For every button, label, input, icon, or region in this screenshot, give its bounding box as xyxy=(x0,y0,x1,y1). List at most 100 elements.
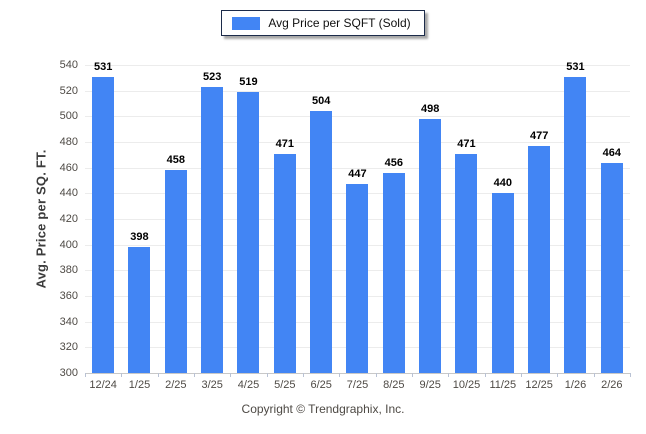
x-tick-label: 5/25 xyxy=(274,379,296,391)
x-axis-tickmark xyxy=(593,373,595,377)
bar-column: 440 11/25 xyxy=(485,65,521,391)
x-tick-label: 3/25 xyxy=(201,379,223,391)
x-axis-tickmark xyxy=(121,373,123,377)
bar-value-label: 458 xyxy=(166,154,185,167)
y-tick-label: 500 xyxy=(59,110,78,123)
bar-column: 471 10/25 xyxy=(448,65,484,391)
bar-value-label: 471 xyxy=(275,137,294,150)
x-axis-tickmark xyxy=(303,373,304,377)
legend-label: Avg Price per SQFT (Sold) xyxy=(268,16,411,30)
y-tick-label: 460 xyxy=(59,161,78,174)
x-tick-label: 1/26 xyxy=(564,379,587,391)
gridline xyxy=(85,142,630,143)
x-tick-label: 12/25 xyxy=(525,379,553,391)
copyright-text: Copyright © Trendgraphix, Inc. xyxy=(241,402,405,416)
bar-column: 477 12/25 xyxy=(521,65,557,391)
y-tick-label: 300 xyxy=(59,367,78,379)
bar-value-label: 504 xyxy=(311,95,331,108)
bar-column: 458 2/25 xyxy=(158,65,194,391)
bar-value-label: 398 xyxy=(130,231,149,244)
x-tick-label: 10/25 xyxy=(452,379,481,391)
x-tick-label: 8/25 xyxy=(383,379,405,391)
bar-value-label: 440 xyxy=(493,177,512,190)
x-tick-label: 1/25 xyxy=(128,379,151,391)
x-axis-tickmark xyxy=(557,373,559,377)
x-axis-tickmark xyxy=(339,373,341,377)
bar-value-label: 456 xyxy=(384,156,403,169)
bar-column: 456 8/25 xyxy=(376,65,412,391)
x-tick-label: 9/25 xyxy=(419,379,441,391)
x-tick-label: 7/25 xyxy=(346,379,369,391)
legend-item: Avg Price per SQFT (Sold) xyxy=(221,10,425,36)
x-axis-tickmark xyxy=(85,373,86,377)
y-tick-label: 520 xyxy=(59,84,78,97)
bar xyxy=(164,170,187,373)
x-tick-label: 6/25 xyxy=(310,379,332,391)
bar xyxy=(382,172,405,373)
bar xyxy=(491,193,514,373)
bar xyxy=(273,153,296,373)
y-tick-label: 380 xyxy=(59,264,78,277)
gridline xyxy=(85,90,630,92)
bar-value-label: 519 xyxy=(239,75,258,88)
bar xyxy=(237,91,260,373)
plot-area: 531 12/24 398 1/25 458 2/25 523 3/25 519 4/25 471 5… xyxy=(85,61,631,391)
legend-swatch-icon xyxy=(232,16,261,30)
x-tick-label: 2/25 xyxy=(165,379,187,391)
x-axis-tickmark xyxy=(375,373,377,377)
x-axis-tickmark xyxy=(484,373,486,377)
y-axis-ticks: 540 520 500 480 460 440 420 400 380 360 340 320 300 xyxy=(0,59,78,379)
x-axis-tickmark xyxy=(194,373,195,377)
y-tick-label: 320 xyxy=(59,341,78,354)
bar-value-label: 471 xyxy=(457,137,476,150)
bar-column: 531 1/26 xyxy=(557,61,593,391)
bar-column: 504 6/25 xyxy=(303,65,339,391)
bar-column: 464 2/26 xyxy=(594,65,630,391)
y-tick-label: 340 xyxy=(59,315,78,328)
bar-column: 471 5/25 xyxy=(267,65,303,391)
y-tick-label: 480 xyxy=(59,136,78,148)
x-axis-tickmark xyxy=(412,373,413,377)
bar-value-label: 531 xyxy=(566,60,585,73)
gridline xyxy=(85,116,630,118)
bar-column: 523 3/25 xyxy=(194,65,230,391)
bar xyxy=(564,76,587,373)
y-tick-label: 540 xyxy=(59,59,78,71)
gridline xyxy=(85,65,630,66)
x-tick-label: 12/24 xyxy=(89,379,117,391)
bar-value-label: 447 xyxy=(348,168,367,181)
bar-column: 498 9/25 xyxy=(412,65,448,391)
gridline xyxy=(85,167,630,169)
bar-column: 519 4/25 xyxy=(230,65,266,391)
y-tick-label: 440 xyxy=(59,187,78,200)
bar xyxy=(528,145,551,373)
bar xyxy=(600,162,623,373)
x-axis-tickmark xyxy=(230,373,232,377)
x-tick-label: 4/25 xyxy=(237,379,260,391)
x-axis-tickmark xyxy=(157,373,159,377)
x-axis-tickmark xyxy=(448,373,450,377)
bar-value-label: 498 xyxy=(420,102,440,115)
bar xyxy=(310,111,333,373)
bar-column: 531 12/24 xyxy=(85,61,121,391)
bar xyxy=(92,76,115,373)
bar-column: 398 1/25 xyxy=(121,65,157,391)
bar xyxy=(201,86,224,373)
bar-value-label: 464 xyxy=(602,146,621,159)
legend: Avg Price per SQFT (Sold) xyxy=(0,10,646,36)
x-tick-label: 11/25 xyxy=(489,379,517,391)
x-axis-tickmark xyxy=(630,373,631,377)
y-tick-label: 360 xyxy=(59,290,78,302)
x-axis-tickmark xyxy=(521,373,522,377)
bar xyxy=(346,184,369,373)
bar xyxy=(455,153,478,373)
bar-value-label: 531 xyxy=(93,60,113,73)
x-axis-tickmark xyxy=(266,373,268,377)
bar-column: 447 7/25 xyxy=(339,65,375,391)
y-tick-label: 400 xyxy=(59,238,78,251)
bar xyxy=(419,118,442,373)
y-tick-label: 420 xyxy=(59,213,78,225)
bar xyxy=(128,247,151,373)
x-tick-label: 2/26 xyxy=(601,379,623,391)
